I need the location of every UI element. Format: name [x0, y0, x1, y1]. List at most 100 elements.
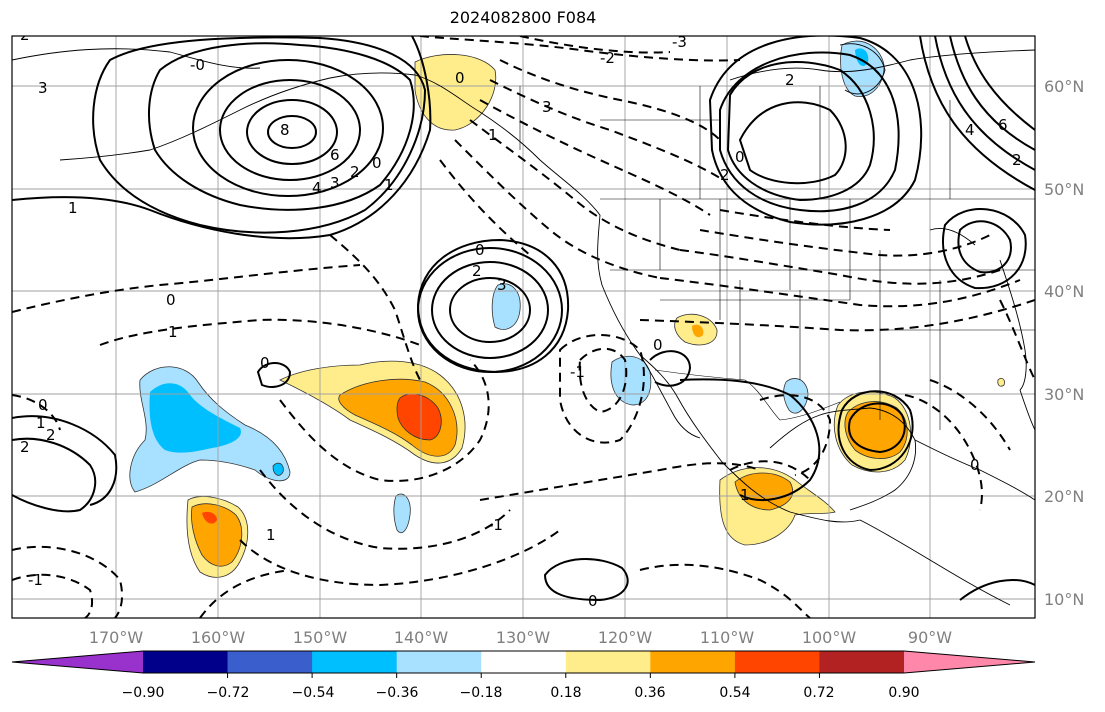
contour-label: 0 — [653, 336, 663, 354]
contour-dashed-sub-1 — [279, 359, 490, 482]
gridlines — [12, 36, 1035, 618]
contour-cutoff-4 — [416, 238, 570, 374]
political-borders — [519, 86, 1035, 430]
contour-dashed-trough-3 — [699, 229, 991, 257]
lat-tick-label: 50°N — [1044, 180, 1084, 199]
contour-label: -3 — [672, 33, 687, 51]
colorbar-tick-label: −0.36 — [376, 685, 419, 701]
contour-label: 0 — [735, 148, 745, 166]
contour-cutoff-2 — [431, 261, 549, 359]
lon-tick-label: 150°W — [293, 628, 348, 647]
contour-label: 0 — [372, 154, 382, 172]
contour-dashed-north-7 — [454, 139, 661, 279]
contour-label: 0 — [166, 291, 176, 309]
colorbar-tick-label: 0.72 — [803, 685, 834, 701]
contour-label: 2 — [785, 71, 795, 89]
coast-florida — [1019, 389, 1035, 431]
contour-low-alaska-1 — [267, 115, 317, 149]
contour-greatlakes-2 — [942, 208, 1027, 290]
contour-label: 2 — [20, 26, 30, 44]
contour-gulf-high — [848, 402, 906, 454]
lat-tick-label: 60°N — [1044, 77, 1084, 96]
contour-labels: -0 3 8 6 4 3 2 0 1 1 2 0 -2 -3 3 1 0 2 3… — [20, 26, 1022, 610]
shade-gulf-orange — [844, 401, 908, 459]
contour-low-alaska-4 — [192, 59, 384, 197]
contour-label: 0 — [588, 592, 598, 610]
contour-label: 1 — [168, 323, 178, 341]
coast-gulf-of-mexico — [769, 407, 917, 511]
contour-westpacific — [12, 437, 97, 513]
contour-dashed-east — [999, 299, 1035, 381]
contour-label: 2 — [20, 438, 30, 456]
contour-dashed-north-8 — [439, 159, 531, 256]
contour-label: 6 — [998, 116, 1008, 134]
lat-tick-label: 40°N — [1044, 282, 1084, 301]
contour-dashed-trough-2 — [659, 277, 1021, 308]
contour-label: 4 — [312, 179, 322, 197]
contour-low-alaska-3 — [219, 79, 361, 181]
contour-dashed-texas — [759, 394, 832, 476]
coast-siberia — [12, 48, 261, 69]
coast-westcoast — [597, 214, 861, 523]
contour-label: 4 — [965, 121, 975, 139]
colorbar-tick-label: 0.54 — [719, 685, 750, 701]
contour-gulf-high-2 — [837, 390, 914, 472]
contour-label: -1 — [488, 516, 503, 534]
contour-label: 8 — [280, 121, 290, 139]
contour-label: 0 — [475, 241, 485, 259]
contour-label: 3 — [542, 98, 552, 116]
coast-central-america — [859, 519, 1011, 606]
contour-dashed-north-6 — [469, 119, 681, 251]
shade-mexico-orange — [734, 472, 794, 511]
contour-dashed-mexico-2 — [729, 460, 811, 481]
lon-tick-label: 110°W — [700, 628, 755, 647]
colorbar-segment — [396, 651, 482, 673]
contour-dashed-sub-2 — [259, 469, 511, 550]
contour-label: 3 — [497, 276, 507, 294]
lon-tick-label: 140°W — [394, 628, 449, 647]
colorbar-tick-label: 0.90 — [888, 685, 919, 701]
coast-greatlakes — [929, 227, 976, 246]
coast-aleutians — [59, 149, 151, 161]
contour-dashed-sub-4 — [559, 334, 645, 444]
shade-low-center-negative — [491, 283, 521, 330]
contour-dashed-southwest-2 — [12, 545, 124, 618]
contour-low-alaska-6 — [92, 36, 427, 234]
coastlines — [12, 43, 1035, 606]
contour-dashed-north-3 — [499, 59, 721, 141]
contour-dashed-sub-6 — [479, 462, 761, 501]
colorbar-outline — [11, 650, 1036, 674]
colorbar-tick-label: 0.36 — [634, 685, 665, 701]
shade-greatlakes-positive — [997, 377, 1005, 387]
contour-canada-1 — [726, 61, 875, 202]
lat-tick-label: 20°N — [1044, 487, 1084, 506]
contour-southeast — [959, 579, 1035, 601]
contour-label: 1 — [266, 526, 276, 544]
contour-dashed-trough-5 — [639, 299, 1035, 332]
positive-contours — [12, 36, 1035, 602]
contour-label: 1 — [36, 414, 46, 432]
contour-westpacific-2 — [12, 415, 118, 506]
shading-layer — [129, 40, 1005, 578]
negative-contours — [12, 36, 1035, 618]
coast-hudson — [839, 43, 886, 95]
contour-dashed-north-4 — [489, 79, 721, 179]
contour-canada-4 — [738, 101, 847, 185]
colorbar-segment — [819, 651, 905, 673]
contour-label: 2 — [350, 163, 360, 181]
contour-east-4 — [964, 36, 1035, 131]
colorbar-ticks: −0.90 −0.72 −0.54 −0.36 −0.18 0.18 0.36 … — [122, 685, 920, 701]
colorbar-segment — [143, 651, 229, 673]
colorbar-segment — [481, 651, 567, 673]
shade-south-red — [202, 511, 217, 524]
contour-dashed-ridge-1 — [329, 234, 421, 381]
map-content: -0 3 8 6 4 3 2 0 1 1 2 0 -2 -3 3 1 0 2 3… — [12, 26, 1035, 618]
contour-label: 2 — [720, 166, 730, 184]
contour-east-2 — [934, 36, 1035, 171]
contour-dashed-sub-7 — [639, 563, 811, 618]
map-frame — [11, 35, 1036, 619]
contour-dashed-ridge-4 — [12, 394, 61, 431]
colorbar-segment — [565, 651, 651, 673]
contour-dashed-southwest-3 — [199, 569, 291, 618]
